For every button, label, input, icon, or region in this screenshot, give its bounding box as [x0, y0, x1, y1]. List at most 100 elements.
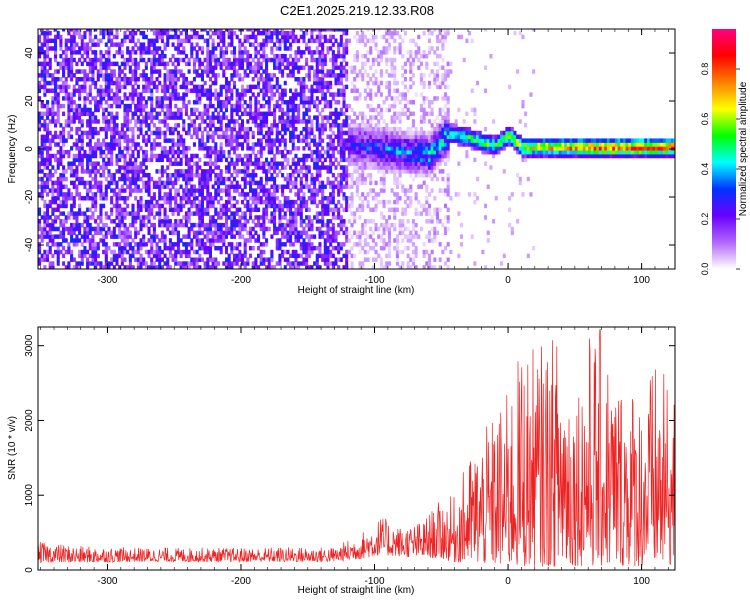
heatmap-cell — [313, 188, 317, 193]
heatmap-cell — [200, 138, 204, 143]
heatmap-cell — [374, 123, 378, 128]
heatmap-cell — [307, 153, 311, 159]
heatmap-cell — [345, 184, 349, 189]
heatmap-cell — [326, 253, 330, 259]
heatmap-cell — [112, 96, 116, 101]
heatmap-cell — [267, 257, 271, 262]
heatmap-cell — [70, 230, 74, 236]
heatmap-cell — [321, 138, 325, 143]
heatmap-cell — [134, 196, 138, 201]
heatmap-cell — [329, 34, 333, 40]
heatmap-cell — [350, 130, 354, 136]
heatmap-cell — [62, 61, 66, 67]
heatmap-cell — [152, 203, 156, 209]
heatmap-cell — [198, 100, 202, 105]
heatmap-cell — [270, 138, 274, 143]
heatmap-cell — [88, 245, 92, 251]
heatmap-cell — [227, 65, 231, 70]
heatmap-cell — [363, 153, 367, 159]
heatmap-cell — [91, 196, 95, 201]
heatmap-cell — [195, 234, 199, 239]
heatmap-cell — [123, 211, 127, 216]
heatmap-cell — [232, 245, 237, 251]
heatmap-cell — [342, 111, 346, 116]
heatmap-cell — [382, 169, 386, 174]
heatmap-cell — [38, 88, 42, 93]
heatmap-cell — [385, 107, 389, 113]
heatmap-cell — [238, 126, 242, 132]
heatmap-cell — [110, 138, 114, 143]
heatmap-cell — [232, 188, 237, 193]
heatmap-cell — [275, 149, 279, 155]
heatmap-cell — [131, 176, 135, 182]
heatmap-cell — [158, 207, 162, 212]
heatmap-cell — [232, 103, 237, 109]
heatmap-cell — [246, 103, 250, 109]
heatmap-cell — [195, 126, 199, 132]
heatmap-cell — [257, 100, 261, 105]
heatmap-cell — [310, 196, 314, 201]
heatmap-cell — [163, 138, 167, 143]
heatmap-cell — [294, 96, 298, 101]
heatmap-cell — [126, 161, 130, 166]
heatmap-cell — [329, 157, 333, 163]
heatmap-cell — [339, 242, 343, 247]
heatmap-cell — [230, 50, 234, 55]
heatmap-cell — [43, 234, 47, 239]
heatmap-cell — [243, 226, 247, 232]
heatmap-cell — [83, 234, 87, 239]
heatmap-cell — [147, 115, 151, 120]
heatmap-cell — [291, 130, 295, 136]
heatmap-cell — [206, 230, 210, 236]
heatmap-cell — [171, 73, 175, 78]
heatmap-cell — [321, 96, 325, 101]
heatmap-cell — [115, 207, 119, 212]
heatmap-cell — [155, 142, 159, 147]
heatmap-cell — [254, 173, 258, 178]
heatmap-cell — [70, 61, 74, 67]
heatmap-cell — [144, 249, 148, 255]
heatmap-cell — [43, 265, 47, 269]
heatmap-cell — [307, 115, 311, 120]
heatmap-cell — [323, 157, 327, 163]
heatmap-cell — [160, 146, 164, 151]
heatmap-cell — [286, 103, 290, 109]
heatmap-cell — [353, 253, 357, 259]
heatmap-cell — [112, 203, 116, 209]
heatmap-cell — [318, 80, 322, 86]
heatmap-cell — [361, 222, 365, 228]
heatmap-cell — [206, 180, 210, 186]
heatmap-cell — [219, 188, 223, 193]
heatmap-cell — [198, 57, 202, 63]
heatmap-cell — [104, 245, 108, 251]
heatmap-cell — [150, 211, 154, 216]
heatmap-cell — [200, 215, 204, 220]
heatmap-cell — [246, 257, 250, 262]
heatmap-cell — [329, 161, 333, 166]
heatmap-cell — [139, 245, 143, 251]
heatmap-cell — [275, 207, 279, 212]
heatmap-cell — [99, 188, 103, 193]
heatmap-cell — [315, 211, 319, 216]
heatmap-cell — [275, 134, 279, 140]
heatmap-cell — [64, 38, 68, 44]
heatmap-cell — [243, 50, 247, 55]
heatmap-cell — [326, 238, 330, 243]
heatmap-cell — [190, 46, 194, 51]
heatmap-cell — [136, 65, 140, 70]
heatmap-cell — [240, 222, 245, 228]
heatmap-cell — [390, 126, 394, 132]
heatmap-cell — [163, 180, 167, 186]
heatmap-cell — [337, 123, 341, 128]
heatmap-cell — [56, 253, 60, 259]
heatmap-cell — [155, 265, 159, 269]
heatmap-cell — [184, 234, 188, 239]
heatmap-cell — [259, 61, 263, 67]
heatmap-cell — [318, 34, 322, 40]
heatmap-cell — [379, 234, 383, 239]
heatmap-cell — [70, 161, 74, 166]
heatmap-cell — [174, 111, 178, 116]
heatmap-cell — [155, 126, 159, 132]
heatmap-cell — [72, 215, 76, 220]
heatmap-cell — [254, 192, 258, 197]
